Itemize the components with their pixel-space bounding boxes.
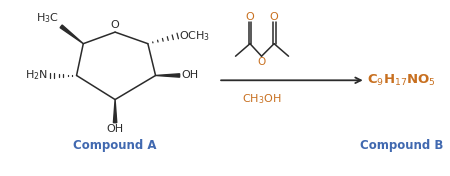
Text: OH: OH	[182, 70, 199, 80]
Polygon shape	[156, 74, 180, 77]
Text: O: O	[257, 57, 266, 67]
Text: CH$_3$OH: CH$_3$OH	[242, 93, 281, 106]
Text: Compound B: Compound B	[360, 139, 443, 152]
Text: Compound A: Compound A	[73, 139, 157, 152]
Polygon shape	[113, 100, 117, 123]
Text: O: O	[246, 11, 254, 21]
Text: OCH$_3$: OCH$_3$	[179, 29, 210, 43]
Text: O: O	[111, 20, 119, 30]
Text: H$_3$C: H$_3$C	[36, 12, 59, 25]
Text: OH: OH	[107, 124, 124, 134]
Text: C$_9$H$_{17}$NO$_5$: C$_9$H$_{17}$NO$_5$	[367, 73, 436, 88]
Polygon shape	[60, 25, 83, 44]
Text: H$_2$N: H$_2$N	[25, 69, 48, 82]
Text: O: O	[270, 11, 279, 21]
